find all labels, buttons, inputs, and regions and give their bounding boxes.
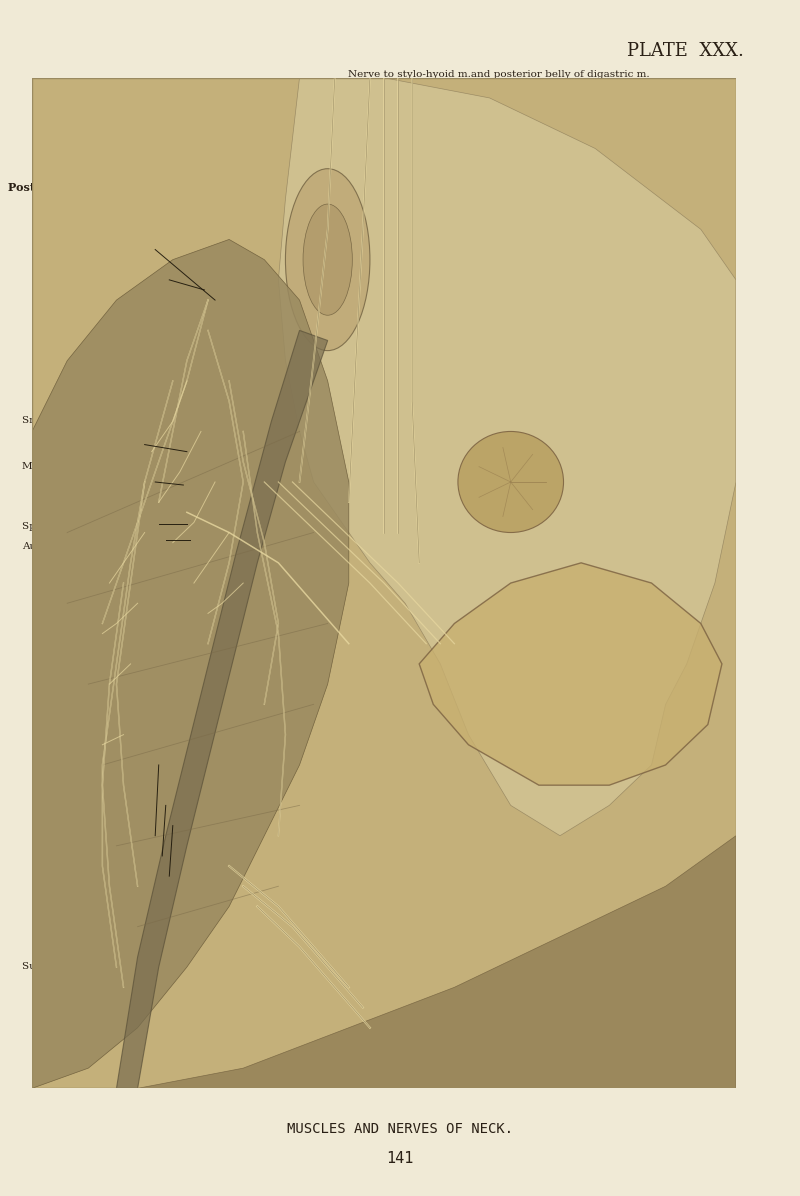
FancyBboxPatch shape: [32, 78, 736, 1088]
Ellipse shape: [286, 169, 370, 350]
PathPatch shape: [32, 836, 736, 1088]
Text: MUSCLES AND NERVES OF NECK.: MUSCLES AND NERVES OF NECK.: [287, 1122, 513, 1136]
Text: Auricularis magnus n.: Auricularis magnus n.: [22, 542, 138, 551]
Text: Internal laryngeal n.: Internal laryngeal n.: [496, 457, 604, 466]
Text: Nerve to stylo-hyoid m.and posterior belly of digastric m.: Nerve to stylo-hyoid m.and posterior bel…: [348, 69, 650, 79]
Ellipse shape: [303, 205, 352, 316]
Text: branches of cervical plexus: branches of cervical plexus: [459, 610, 603, 620]
Text: PLATE  XXX.: PLATE XXX.: [627, 42, 744, 60]
Text: Lingual v.: Lingual v.: [416, 169, 466, 178]
Text: Hypoglossal n.: Hypoglossal n.: [404, 103, 482, 112]
Text: Posterior thoracic n.: Posterior thoracic n.: [38, 986, 146, 995]
Text: Small occipital n.: Small occipital n.: [22, 416, 114, 426]
Text: Submaxillary gland: Submaxillary gland: [424, 203, 526, 213]
PathPatch shape: [32, 239, 349, 1088]
Text: Descendens hypoglossi n.: Descendens hypoglossi n.: [404, 136, 540, 146]
Text: Spinal accessory n.: Spinal accessory n.: [22, 521, 124, 531]
Text: Descending superficial: Descending superficial: [459, 591, 579, 600]
Text: Mastoid br.of small: Mastoid br.of small: [22, 462, 123, 471]
Text: Hypoglossal n.: Hypoglossal n.: [500, 426, 578, 435]
Text: Superficial cervical n.: Superficial cervical n.: [22, 962, 138, 971]
Text: Mylo-hyoid n.: Mylo-hyoid n.: [432, 238, 504, 248]
PathPatch shape: [419, 563, 722, 786]
PathPatch shape: [278, 78, 736, 836]
Ellipse shape: [458, 432, 563, 532]
Text: External laryngeal n.: External laryngeal n.: [496, 476, 607, 486]
PathPatch shape: [117, 330, 328, 1088]
Text: Facial n.: Facial n.: [140, 151, 188, 160]
Text: 141: 141: [386, 1151, 414, 1166]
Text: Suprascapular n.: Suprascapular n.: [50, 1008, 139, 1018]
Text: Posterior auricular n.and v.: Posterior auricular n.and v.: [8, 182, 180, 194]
Text: Brachial plexus: Brachial plexus: [296, 974, 378, 983]
Text: occipital n.: occipital n.: [50, 482, 107, 492]
